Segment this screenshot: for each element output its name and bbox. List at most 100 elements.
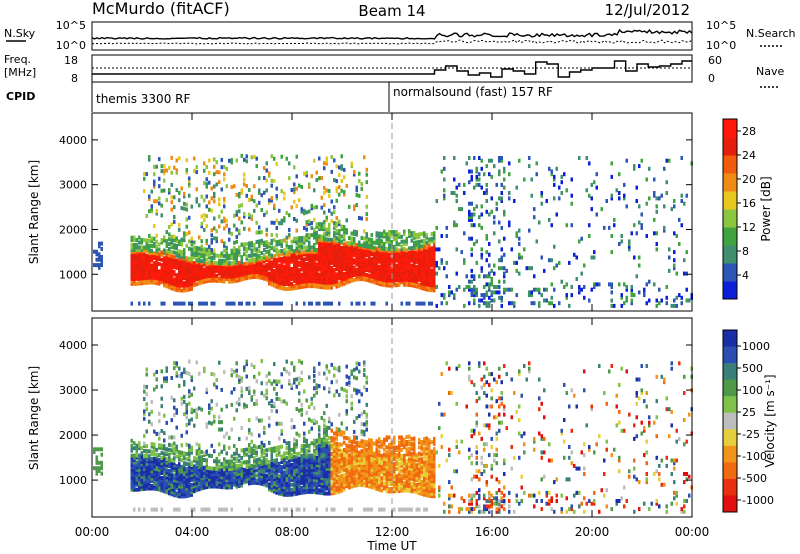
heatmap-cell [398, 263, 401, 268]
heatmap-cell [165, 452, 168, 457]
heatmap-cell [423, 286, 426, 291]
heatmap-cell [283, 472, 286, 477]
heatmap-cell [215, 466, 218, 471]
heatmap-cell [640, 223, 643, 228]
heatmap-cell [318, 458, 321, 463]
heatmap-cell [275, 233, 278, 238]
heatmap-cell [283, 269, 286, 274]
heatmap-cell [290, 257, 293, 262]
heatmap-cell [323, 260, 326, 265]
heatmap-cell [470, 252, 473, 257]
heatmap-cell [680, 223, 683, 228]
heatmap-cell [190, 239, 193, 244]
heatmap-cell [428, 270, 431, 275]
heatmap-cell [298, 263, 301, 268]
heatmap-cell [200, 476, 203, 481]
heatmap-cell [263, 253, 266, 257]
heatmap-cell [270, 468, 273, 473]
heatmap-cell [183, 394, 186, 399]
heatmap-cell [325, 278, 328, 283]
heatmap-cell [473, 274, 476, 279]
heatmap-cell [315, 272, 318, 277]
heatmap-cell [633, 293, 636, 298]
heatmap-cell [175, 258, 178, 263]
heatmap-cell [260, 469, 263, 474]
heatmap-cell [260, 258, 263, 263]
heatmap-cell [178, 278, 181, 283]
heatmap-cell [283, 279, 286, 284]
heatmap-cell [220, 271, 223, 276]
heatmap-cell [338, 192, 341, 197]
heatmap-cell [170, 207, 173, 212]
heatmap-cell [145, 256, 148, 261]
heatmap-cell [255, 275, 258, 279]
heatmap-cell [498, 220, 501, 225]
heatmap-cell [498, 266, 501, 271]
heatmap-cell [338, 231, 341, 236]
heatmap-cell [300, 262, 303, 267]
heatmap-cell [540, 191, 543, 195]
heatmap-cell [388, 237, 391, 242]
heatmap-cell [485, 258, 488, 263]
heatmap-cell [413, 269, 416, 274]
heatmap-cell [330, 169, 333, 174]
heatmap-cell [370, 245, 373, 250]
heatmap-cell [198, 464, 201, 469]
heatmap-cell [235, 268, 238, 273]
heatmap-cell [208, 474, 211, 479]
heatmap-cell [665, 158, 668, 163]
heatmap-cell [415, 277, 418, 282]
heatmap-cell [140, 276, 143, 281]
heatmap-cell [470, 274, 473, 279]
heatmap-cell [180, 469, 183, 474]
heatmap-cell [425, 243, 428, 248]
heatmap-cell [315, 473, 318, 478]
heatmap-cell [248, 212, 251, 217]
heatmap-cell [218, 202, 221, 207]
heatmap-cell [478, 177, 481, 182]
heatmap-cell [193, 283, 196, 288]
heatmap-cell [293, 199, 296, 204]
heatmap-cell [363, 272, 366, 277]
heatmap-cell [225, 507, 228, 512]
heatmap-cell [205, 301, 208, 306]
heatmap-cell [320, 442, 323, 447]
heatmap-cell [193, 484, 196, 489]
heatmap-cell [133, 465, 136, 470]
heatmap-cell [228, 464, 231, 469]
heatmap-cell [185, 258, 188, 263]
heatmap-cell [270, 241, 273, 246]
heatmap-cell [503, 209, 506, 214]
heatmap-cell [290, 284, 293, 289]
heatmap-cell [140, 484, 143, 489]
heatmap-cell [423, 252, 426, 257]
heatmap-cell [313, 366, 316, 371]
heatmap-cell [413, 254, 416, 259]
heatmap-cell [325, 403, 328, 408]
heatmap-cell [280, 474, 283, 479]
heatmap-cell [205, 238, 208, 243]
heatmap-cell [198, 251, 201, 256]
heatmap-cell [303, 431, 306, 436]
heatmap-cell [375, 261, 378, 266]
heatmap-cell [153, 479, 156, 484]
heatmap-cell [238, 260, 241, 265]
heatmap-cell [285, 490, 288, 495]
heatmap-cell [468, 236, 471, 241]
heatmap-cell [215, 236, 218, 241]
heatmap-cell [630, 287, 633, 292]
heatmap-cell [273, 464, 276, 469]
heatmap-cell [245, 462, 248, 467]
heatmap-cell [393, 247, 396, 252]
heatmap-cell [260, 193, 263, 198]
heatmap-cell [393, 235, 396, 239]
heatmap-cell [218, 276, 221, 281]
heatmap-cell [260, 391, 263, 396]
heatmap-cell [498, 172, 501, 177]
heatmap-cell [163, 459, 166, 464]
heatmap-cell [375, 278, 378, 283]
heatmap-cell [318, 234, 321, 239]
heatmap-cell [130, 465, 133, 470]
heatmap-cell [653, 231, 656, 236]
heatmap-cell [305, 480, 308, 485]
